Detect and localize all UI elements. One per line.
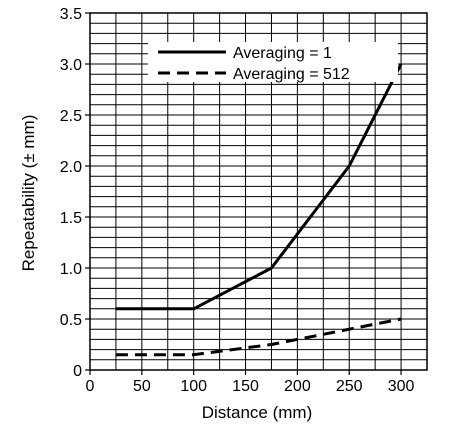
y-tick-label: 2.5 [60,108,82,125]
y-tick-label: 1.0 [60,261,82,278]
y-tick-label: 3.5 [60,6,82,23]
y-tick-label: 2.0 [60,159,82,176]
x-tick-label: 250 [336,378,363,395]
legend: Averaging = 1 Averaging = 512 [148,42,398,83]
y-tick-label: 3.0 [60,57,82,74]
x-tick-label: 150 [232,378,259,395]
y-tick-label: 0.5 [60,312,82,329]
legend-box [148,42,398,82]
x-tick-label: 0 [86,378,95,395]
y-tick-label: 0 [73,363,82,380]
plot-frame [89,12,428,371]
x-tick-label: 300 [388,378,415,395]
x-axis-title: Distance (mm) [202,403,313,422]
legend-label-averaging-512: Averaging = 512 [233,66,350,83]
y-axis-title: Repeatability (± mm) [19,115,38,272]
x-tick-label: 100 [180,378,207,395]
legend-label-averaging-1: Averaging = 1 [233,45,332,62]
series-layer [115,63,403,357]
y-tick-label: 1.5 [60,210,82,227]
x-tick-label: 200 [284,378,311,395]
x-tick-label: 50 [133,378,151,395]
tick-labels: 0 50 100 150 200 250 300 0 0.5 1.0 1.5 2.0 2.5 3.0 3.5 [60,6,415,395]
